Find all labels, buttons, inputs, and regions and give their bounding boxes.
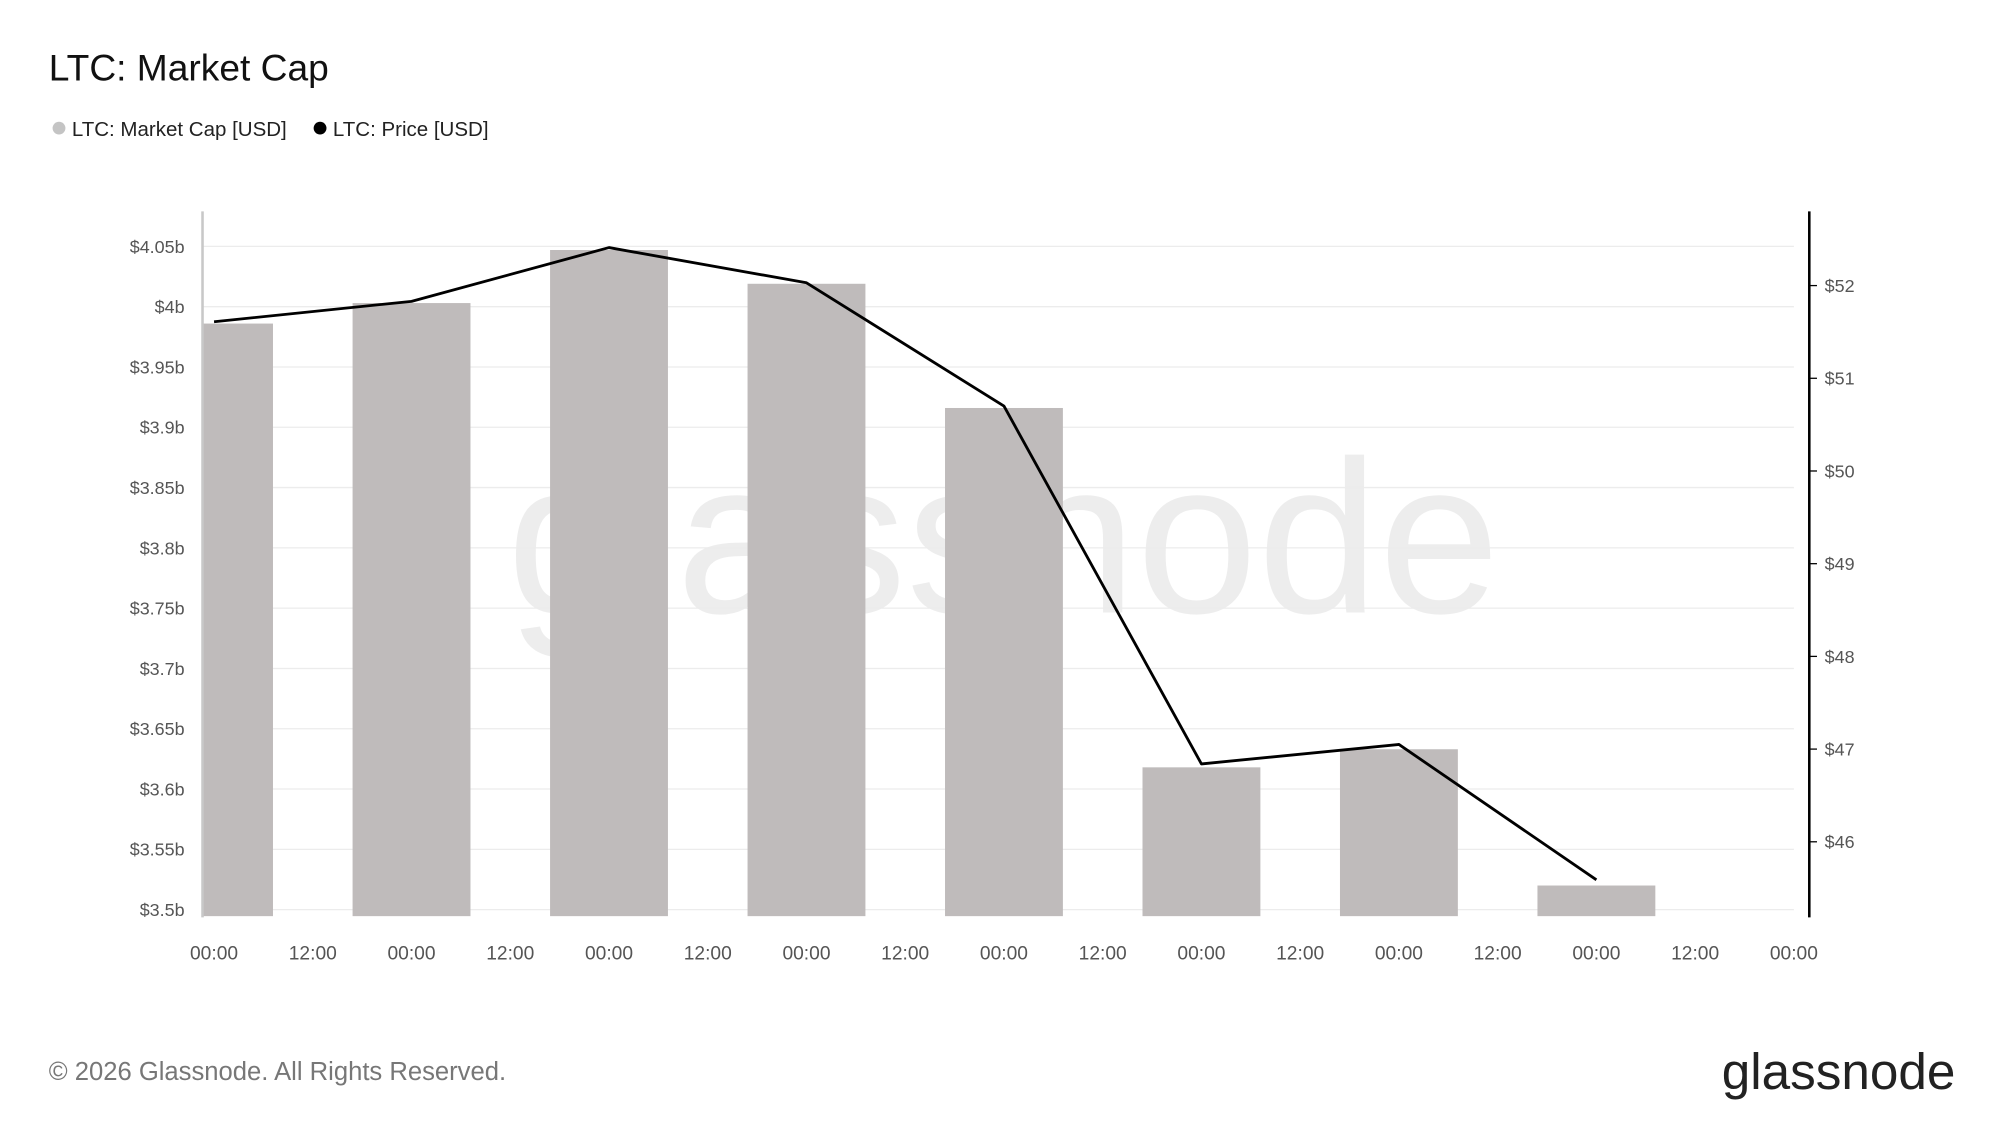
x-tick-label: 00:00: [387, 944, 435, 965]
legend-swatch: [313, 121, 327, 135]
bar: [1537, 885, 1656, 917]
x-tick-label: 12:00: [1276, 944, 1324, 965]
x-tick-label: 12:00: [486, 944, 534, 965]
y-tick-label: $3.85b: [130, 478, 185, 498]
x-tick-label: 00:00: [1375, 944, 1423, 965]
y-tick-label: $3.75b: [130, 599, 185, 619]
x-tick-label: 12:00: [1079, 944, 1127, 965]
chart-title: LTC: Market Cap: [49, 47, 329, 89]
x-tick-label: 00:00: [1572, 944, 1620, 965]
y-tick-label: $3.95b: [130, 357, 185, 377]
y-tick-label: $3.9b: [140, 418, 185, 438]
y-tick-label: $3.7b: [140, 659, 185, 679]
y2-tick-label: $46: [1825, 832, 1855, 852]
x-tick-label: 00:00: [585, 944, 633, 965]
axes: $3.5b $3.55b $3.6b $3.65b $3.7b $3.75b $3.8b $3…: [130, 211, 1855, 965]
x-tick-label: 00:00: [1177, 944, 1225, 965]
bar: [202, 323, 273, 917]
legend-label: LTC: Price [USD]: [333, 118, 489, 141]
bar: [550, 250, 668, 917]
y-tick-label: $4.05b: [130, 237, 185, 257]
x-tick-label: 00:00: [1770, 944, 1818, 965]
bar: [747, 283, 866, 917]
x-tick-label: 12:00: [289, 944, 337, 965]
legend-swatch: [52, 121, 66, 135]
y2-tick-label: $47: [1825, 740, 1855, 760]
bar: [1142, 767, 1261, 917]
legend: LTC: Market Cap [USD] LTC: Price [USD]: [52, 118, 489, 141]
plot: [202, 246, 1656, 917]
y-tick-label: $3.65b: [130, 719, 185, 739]
bar: [1339, 749, 1458, 917]
x-tick-label: 12:00: [881, 944, 929, 965]
x-tick-label: 12:00: [684, 944, 732, 965]
bar: [352, 303, 471, 917]
y2-tick-label: $52: [1825, 276, 1855, 296]
y-tick-label: $3.55b: [130, 840, 185, 860]
y-tick-label: $4b: [155, 297, 185, 317]
x-tick-label: 00:00: [190, 944, 238, 965]
x-tick-label: 00:00: [980, 944, 1028, 965]
x-tick-label: 12:00: [1474, 944, 1522, 965]
x-tick-label: 12:00: [1671, 944, 1719, 965]
bar: [945, 407, 1063, 917]
legend-label: LTC: Market Cap [USD]: [72, 118, 287, 141]
y-tick-label: $3.5b: [140, 900, 185, 920]
y2-tick-label: $49: [1825, 554, 1855, 574]
y-tick-label: $3.6b: [140, 779, 185, 799]
footer: © 2026 Glassnode. All Rights Reserved.: [49, 1058, 506, 1086]
y2-tick-label: $50: [1825, 461, 1855, 481]
y2-tick-label: $51: [1825, 369, 1855, 389]
price-line: [213, 246, 1598, 881]
x-tick-label: 00:00: [782, 944, 830, 965]
y2-tick-label: $48: [1825, 647, 1855, 667]
logo: glassnode: [1722, 1043, 1956, 1100]
y-tick-label: $3.8b: [140, 538, 185, 558]
